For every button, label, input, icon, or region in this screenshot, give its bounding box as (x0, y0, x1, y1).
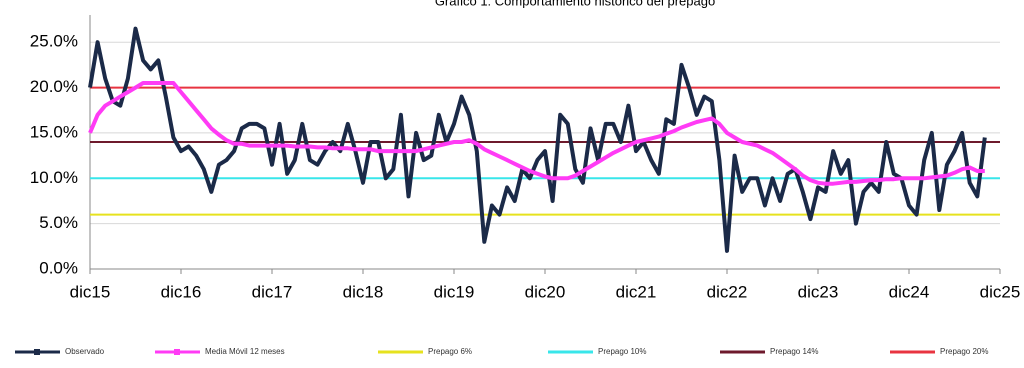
y-tick-label: 5.0% (39, 213, 78, 232)
x-tick-label: dic21 (616, 282, 657, 301)
legend-label: Prepago 20% (940, 347, 988, 356)
legend-label: Media Móvil 12 meses (205, 347, 285, 356)
y-tick-label: 10.0% (30, 168, 78, 187)
legend-marker (34, 349, 40, 355)
y-tick-label: 0.0% (39, 258, 78, 277)
legend-label: Observado (65, 347, 105, 356)
x-tick-label: dic24 (889, 282, 930, 301)
x-tick-label: dic20 (525, 282, 566, 301)
x-tick-label: dic17 (252, 282, 293, 301)
legend-label: Prepago 10% (598, 347, 646, 356)
y-tick-label: 20.0% (30, 77, 78, 96)
x-tick-label: dic19 (434, 282, 475, 301)
x-tick-label: dic18 (343, 282, 384, 301)
x-tick-label: dic16 (161, 282, 202, 301)
legend-marker (174, 349, 180, 355)
x-tick-label: dic22 (707, 282, 748, 301)
x-tick-label: dic25 (980, 282, 1021, 301)
legend-label: Prepago 14% (770, 347, 818, 356)
chart-title: Gráfico 1: Comportamiento histórico del … (435, 0, 715, 8)
y-tick-label: 15.0% (30, 122, 78, 141)
y-tick-label: 25.0% (30, 32, 78, 51)
x-tick-label: dic15 (70, 282, 111, 301)
series-line (88, 81, 985, 186)
legend-label: Prepago 6% (428, 347, 472, 356)
series-line (88, 26, 987, 253)
x-tick-label: dic23 (798, 282, 839, 301)
